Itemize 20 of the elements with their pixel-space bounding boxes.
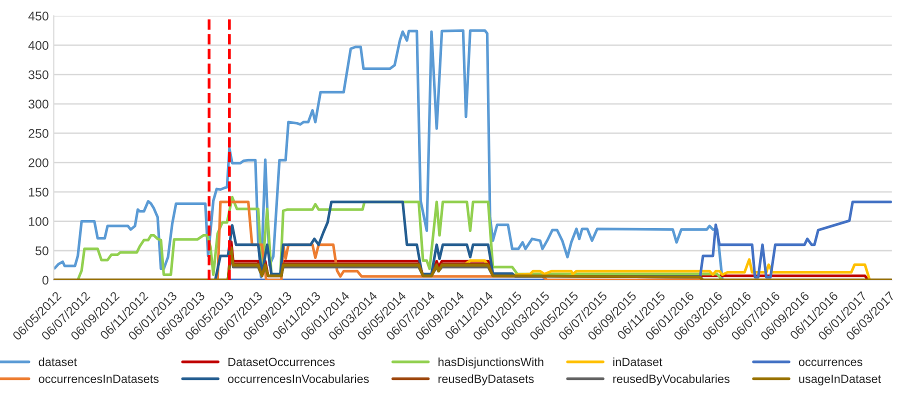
- legend-label: occurrencesInVocabularies: [228, 374, 369, 384]
- legend-label: reusedByDatasets: [438, 374, 534, 386]
- y-tick-label: 250: [28, 129, 48, 138]
- y-tick-label: 350: [28, 70, 48, 80]
- legend-label: reusedByVocabularies: [613, 374, 730, 386]
- legend-label: DatasetOccurrences: [228, 358, 335, 366]
- legend-label: hasDisjunctionsWith: [438, 357, 544, 368]
- legend-label: occurrencesInDatasets: [38, 374, 159, 384]
- y-tick-label: 400: [28, 40, 48, 50]
- y-tick-label: 450: [28, 12, 48, 20]
- y-tick-label: 50: [35, 246, 48, 256]
- legend-label: dataset: [38, 357, 77, 366]
- y-tick-label: 150: [28, 188, 48, 197]
- legend-label: inDataset: [613, 357, 662, 366]
- legend-label: occurrences: [798, 360, 862, 366]
- y-tick-label: 300: [28, 100, 48, 109]
- y-tick-label: 200: [28, 158, 48, 168]
- legend-label: usageInDataset: [799, 374, 882, 386]
- y-tick-label: 0: [42, 276, 48, 285]
- y-tick-label: 100: [28, 217, 48, 226]
